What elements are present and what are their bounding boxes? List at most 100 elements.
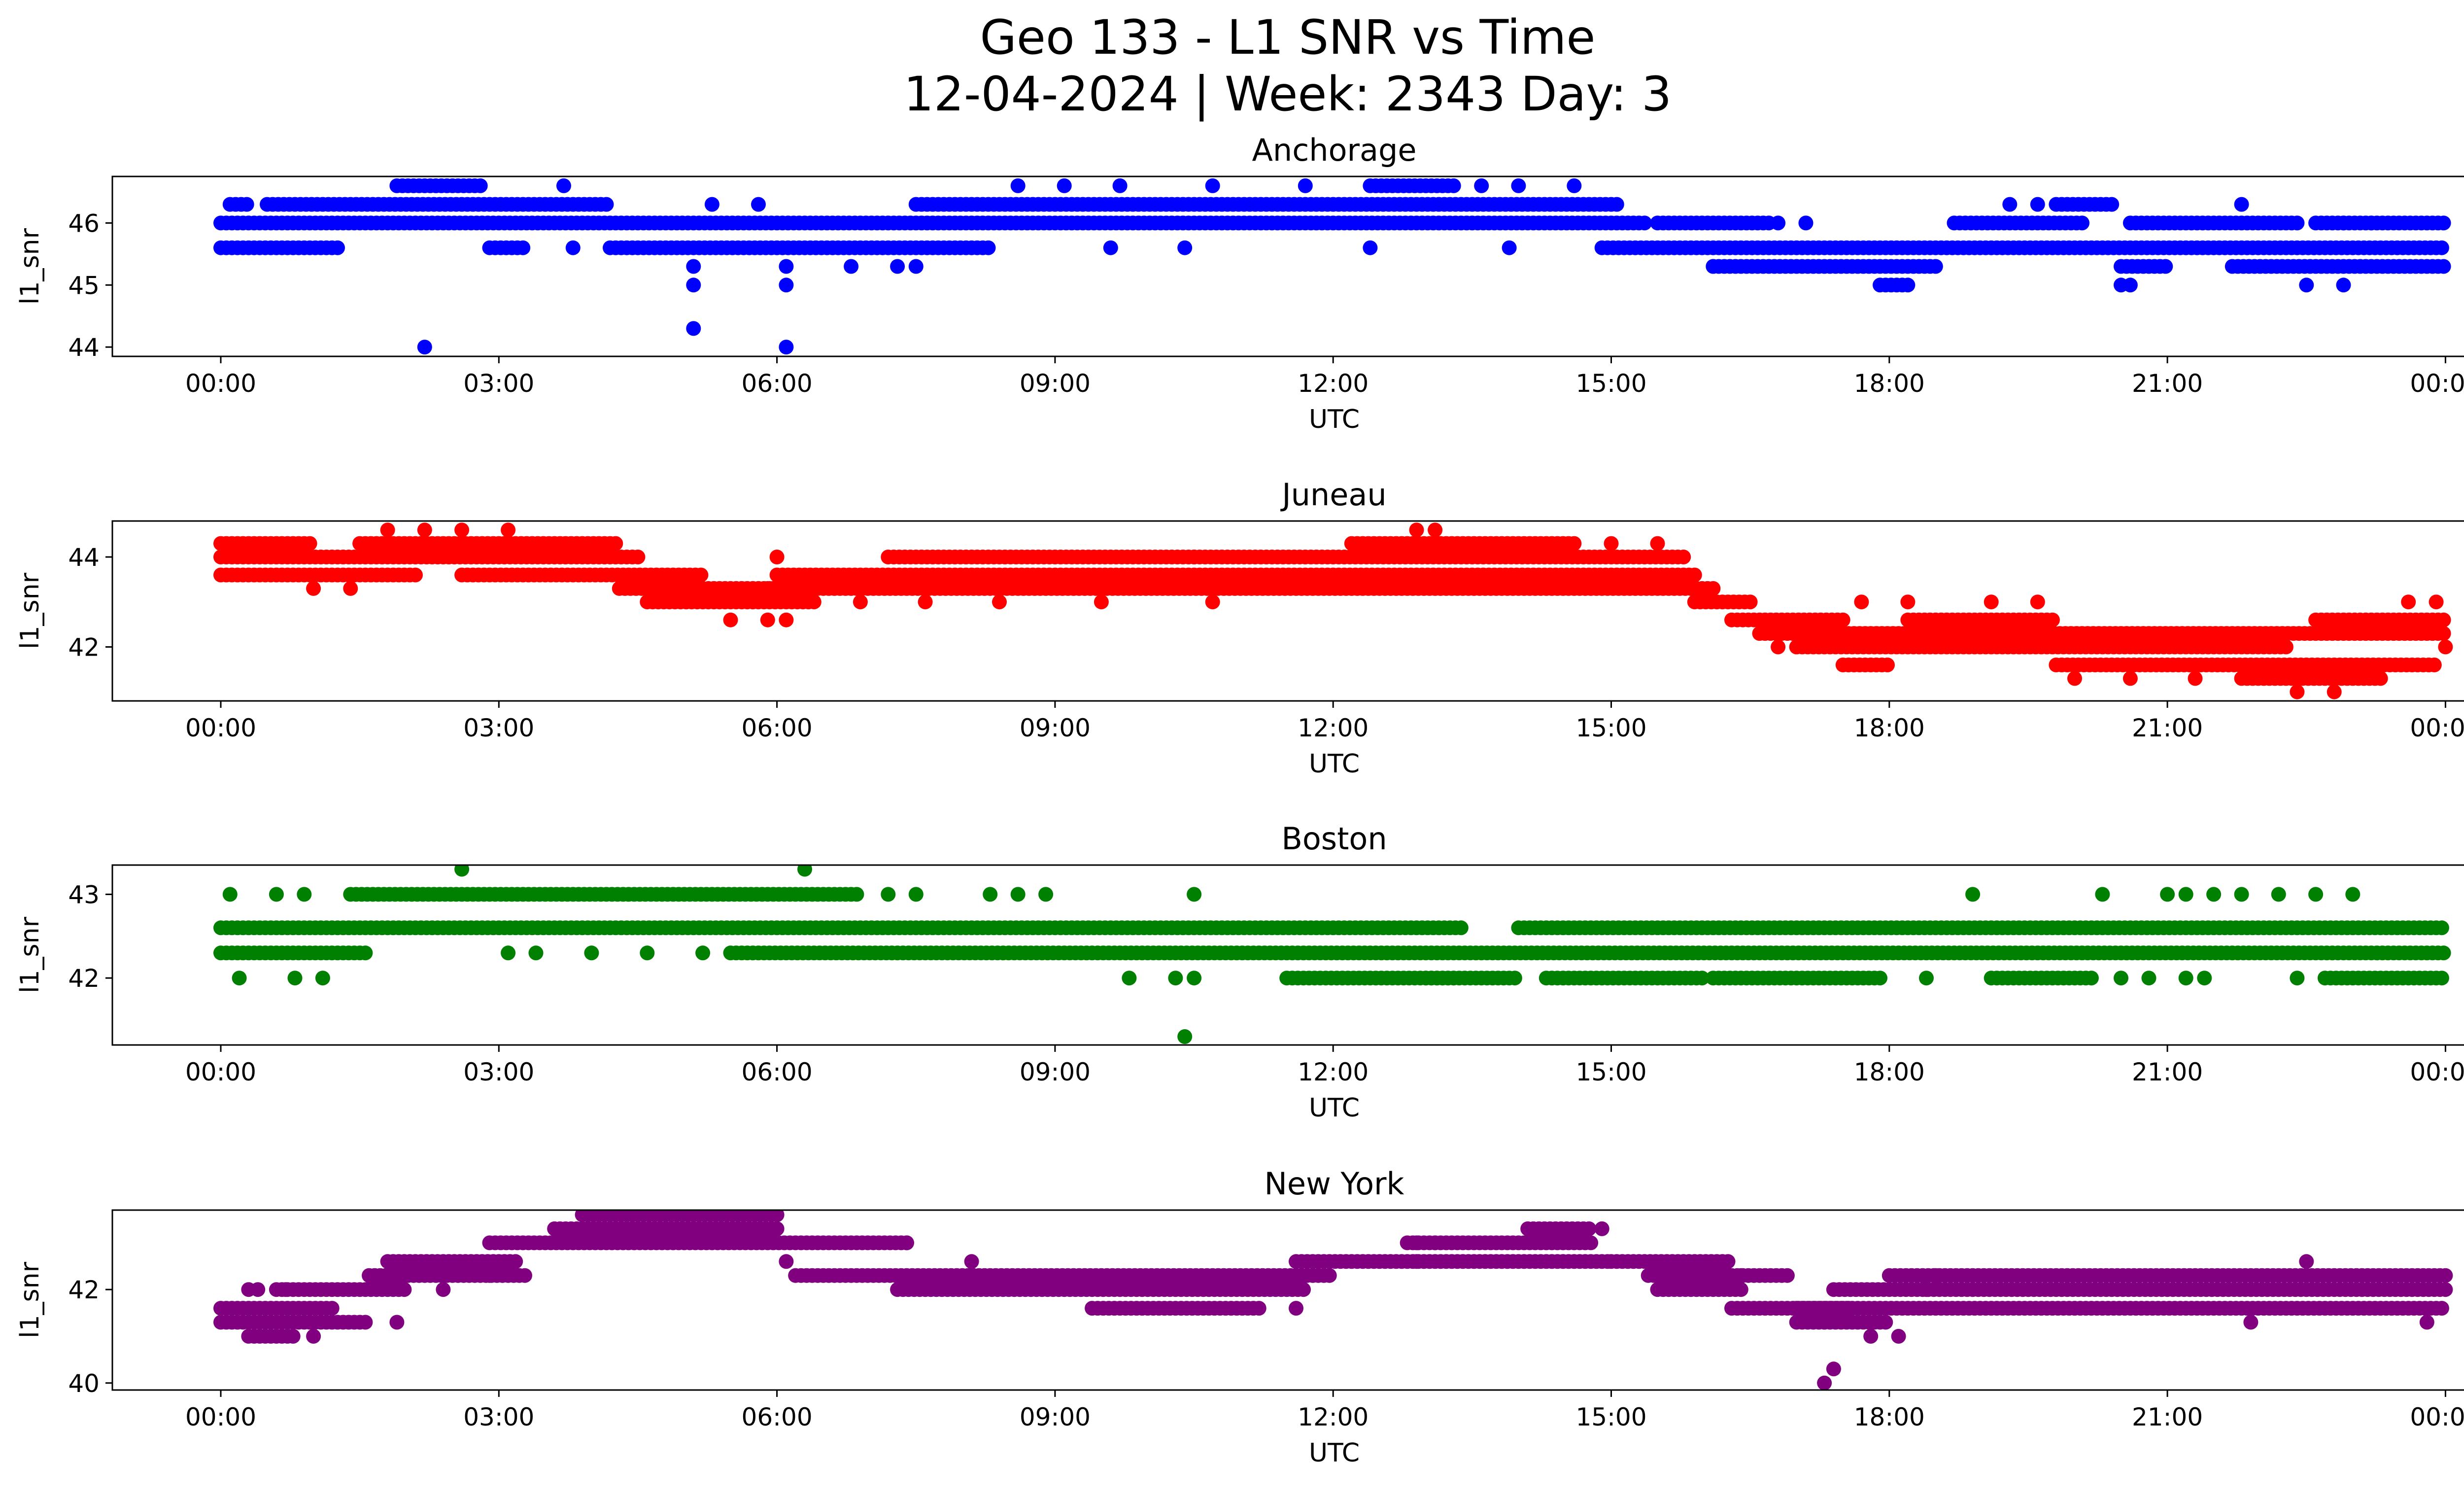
data-point [1789, 639, 1804, 655]
data-point [1609, 197, 1624, 212]
data-point [556, 178, 571, 193]
data-point [693, 567, 709, 583]
x-tick-label: 15:00 [1575, 1403, 1646, 1431]
x-tick-label: 03:00 [463, 714, 534, 742]
panel-title: Anchorage [1252, 132, 1416, 168]
data-point [695, 945, 711, 961]
panel-title: Juneau [1280, 477, 1386, 513]
data-point [1187, 971, 1202, 986]
data-point [1453, 920, 1469, 936]
x-axis-label: UTC [1309, 1438, 1360, 1468]
data-point [250, 1282, 266, 1297]
data-point [2234, 887, 2249, 902]
data-point [1919, 971, 1934, 986]
data-point [599, 197, 614, 212]
data-point [2206, 887, 2222, 902]
data-point [222, 887, 238, 902]
data-point [408, 567, 423, 583]
y-axis-label: l1_snr [15, 228, 45, 305]
data-point [1733, 1282, 1748, 1297]
data-point [358, 945, 373, 961]
data-point [1780, 1268, 1795, 1283]
data-point [1187, 887, 1202, 902]
data-point [1409, 522, 1424, 538]
x-tick-label: 00:00 [185, 369, 256, 398]
data-point [981, 240, 996, 255]
x-tick-label: 15:00 [1575, 1058, 1646, 1086]
x-axis-label: UTC [1309, 405, 1360, 434]
data-point [2327, 684, 2342, 699]
data-point [1863, 1329, 1879, 1344]
data-point [397, 1282, 412, 1297]
x-tick-label: 15:00 [1575, 714, 1646, 742]
data-point [1289, 1301, 1303, 1316]
data-point [482, 1268, 497, 1283]
data-point [1112, 178, 1128, 193]
y-tick-label: 43 [68, 880, 100, 909]
data-point [417, 340, 432, 355]
data-point [2104, 197, 2120, 212]
data-point [1187, 550, 1202, 564]
scatter-series [213, 522, 2453, 699]
data-point [1038, 887, 1054, 902]
data-point [1826, 1361, 1841, 1377]
scatter-series [213, 178, 2451, 355]
data-point [1511, 178, 1526, 193]
scatter-series [213, 1210, 2453, 1390]
data-point [1428, 522, 1443, 538]
data-point [389, 1315, 405, 1330]
data-point [297, 887, 312, 902]
data-point [797, 865, 812, 877]
x-tick-label: 21:00 [2132, 369, 2203, 398]
data-point [779, 278, 794, 293]
data-point [2122, 278, 2138, 293]
panel-title: Boston [1281, 821, 1387, 857]
data-point [1409, 1235, 1424, 1251]
data-point [2002, 197, 2018, 212]
data-point [1900, 594, 1916, 610]
x-axis-label: UTC [1309, 1093, 1360, 1123]
data-point [1878, 1315, 1893, 1330]
data-point [1010, 178, 1026, 193]
data-point [1474, 178, 1489, 193]
data-point [2141, 971, 2156, 986]
data-point [2188, 671, 2203, 686]
data-point [2434, 1301, 2449, 1316]
data-point [2436, 945, 2451, 961]
y-axis-label: l1_snr [15, 1261, 45, 1338]
x-tick-label: 03:00 [463, 369, 534, 398]
data-point [1798, 215, 1814, 231]
figure-title-line2: 12-04-2024 | Week: 2343 Day: 3 [903, 67, 1672, 122]
chart-panel-1: Anchorage 00:00 03:00 06:00 09:00 12:00 15:00 1… [15, 132, 2464, 434]
x-tick-label: 06:00 [742, 1058, 813, 1086]
data-point [899, 1235, 914, 1251]
x-tick-label: 03:00 [463, 1403, 534, 1431]
data-point [908, 887, 924, 902]
data-point [2290, 971, 2305, 986]
chart-panel-3: Boston 00:00 03:00 06:00 09:00 12:00 15:00 18:0… [15, 821, 2464, 1123]
data-point [2438, 1268, 2453, 1283]
data-point [1581, 1221, 1597, 1236]
data-point [2243, 1315, 2259, 1330]
data-point [2290, 684, 2305, 699]
data-point [2278, 639, 2293, 655]
scatter-series [213, 865, 2451, 1044]
data-point [630, 550, 646, 564]
data-point [1168, 971, 1183, 986]
x-tick-label: 06:00 [742, 1403, 813, 1431]
data-point [1428, 1235, 1443, 1251]
data-point [232, 971, 247, 986]
data-point [853, 594, 868, 610]
data-point [2434, 920, 2449, 936]
data-point [1771, 215, 1786, 231]
data-point [2438, 639, 2453, 655]
data-point [1409, 1254, 1424, 1269]
x-tick-label: 09:00 [1020, 714, 1091, 742]
x-tick-label: 09:00 [1020, 369, 1091, 398]
data-point [2178, 971, 2193, 986]
x-tick-label: 00:00 [2410, 369, 2464, 398]
data-point [908, 259, 924, 274]
data-point [584, 945, 599, 961]
data-point [769, 1221, 785, 1236]
axes-frame [111, 864, 2464, 1046]
